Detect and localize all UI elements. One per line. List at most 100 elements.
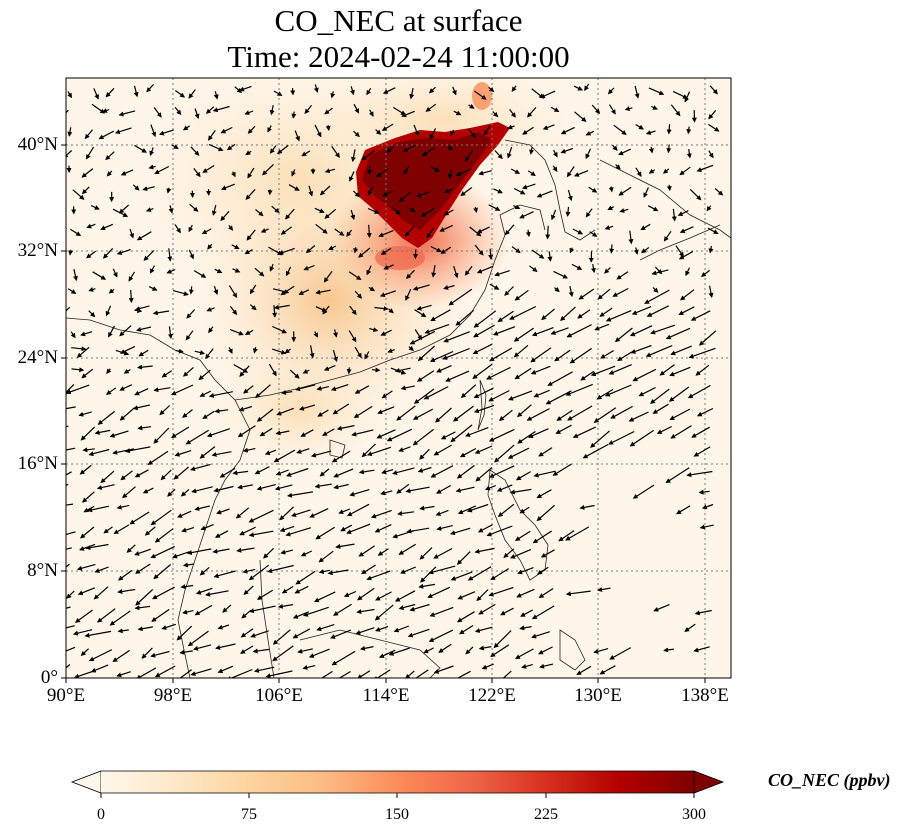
wind-vector — [116, 671, 131, 678]
wind-vector — [331, 450, 351, 463]
wind-vector — [264, 449, 277, 455]
wind-vector — [381, 469, 394, 475]
wind-vector — [134, 144, 147, 153]
wind-vector — [594, 323, 610, 331]
wind-vector — [72, 189, 85, 200]
wind-vector — [423, 386, 449, 400]
wind-vector — [676, 505, 691, 515]
wind-vector — [604, 384, 632, 397]
wind-vector — [94, 566, 109, 573]
wind-vector — [198, 369, 211, 381]
wind-vector — [80, 526, 95, 539]
wind-vector — [193, 644, 212, 651]
wind-vector — [604, 225, 614, 230]
wind-vector — [435, 509, 449, 516]
wind-vector — [226, 143, 236, 151]
wind-vector — [93, 586, 109, 600]
wind-vector — [442, 347, 470, 360]
wind-vector — [677, 210, 689, 216]
wind-vector — [263, 547, 275, 559]
x-tick-label: 114°E — [362, 685, 410, 706]
wind-vector — [338, 508, 351, 515]
wind-vector — [488, 390, 510, 402]
wind-vector — [386, 428, 412, 442]
wind-vector — [351, 149, 356, 163]
wind-vector — [96, 484, 115, 490]
wind-vector — [284, 348, 291, 354]
wind-vector — [686, 126, 692, 135]
wind-vector — [146, 83, 155, 93]
wind-vector — [105, 305, 112, 317]
wind-vector — [567, 405, 593, 421]
wind-vector — [675, 245, 684, 258]
wind-vector — [494, 444, 515, 463]
wind-vector — [314, 483, 332, 489]
x-tick-label: 122°E — [468, 685, 516, 706]
wind-vector — [194, 350, 206, 355]
wind-vector — [126, 544, 136, 553]
wind-vector — [286, 467, 309, 477]
wind-vector — [450, 424, 473, 443]
wind-vector — [708, 285, 714, 298]
colorbar-tick-label: 150 — [385, 806, 409, 823]
wind-vector — [151, 608, 170, 622]
wind-vector — [256, 589, 274, 600]
wind-vector — [628, 411, 649, 422]
wind-vector — [356, 608, 375, 615]
wind-vector — [379, 290, 396, 298]
wind-vector — [483, 125, 491, 136]
wind-vector — [138, 349, 149, 357]
wind-vector — [268, 363, 277, 377]
wind-vector — [333, 483, 349, 490]
wind-vector — [262, 163, 274, 176]
wind-vector — [86, 223, 96, 229]
wind-vector — [513, 187, 526, 195]
wind-vector — [531, 327, 554, 337]
wind-vector — [150, 509, 172, 526]
wind-vector — [478, 645, 492, 651]
wind-vector — [259, 427, 273, 437]
wind-vector — [391, 206, 401, 215]
wind-vector — [120, 470, 133, 481]
wind-vector — [474, 445, 493, 454]
wind-vector — [465, 646, 474, 655]
wind-vector — [509, 548, 532, 559]
wind-vector — [428, 629, 454, 642]
wind-vector — [314, 207, 325, 213]
wind-vector — [430, 465, 454, 478]
wind-vector — [161, 370, 173, 378]
wind-vector — [179, 649, 193, 655]
wind-vector — [134, 469, 149, 478]
wind-vector — [229, 328, 244, 336]
wind-vector — [269, 145, 277, 154]
wind-vector — [472, 363, 493, 379]
wind-vector — [154, 665, 176, 678]
wind-vector — [599, 665, 616, 675]
wind-vector — [67, 127, 73, 137]
wind-vector — [467, 128, 476, 138]
wind-vector — [383, 264, 394, 270]
wind-vector — [540, 549, 555, 558]
wind-vector — [194, 108, 200, 119]
wind-vector — [193, 168, 201, 178]
wind-vector — [280, 549, 294, 555]
wind-vector — [153, 387, 171, 393]
wind-vector — [688, 347, 716, 359]
wind-vector — [199, 566, 210, 576]
wind-vector — [322, 305, 330, 315]
wind-vector — [132, 184, 140, 191]
wind-vector — [207, 243, 213, 250]
wind-vector — [696, 164, 714, 172]
wind-vector — [167, 248, 173, 262]
wind-vector — [670, 425, 692, 439]
wind-vector — [84, 630, 112, 638]
wind-vector — [478, 603, 496, 615]
wind-vector — [714, 188, 724, 196]
wind-vector — [154, 528, 174, 543]
wind-vector — [684, 91, 691, 103]
wind-vector — [231, 171, 236, 178]
wind-vector — [237, 484, 253, 490]
wind-vector — [244, 249, 253, 255]
wind-vector — [193, 270, 207, 278]
wind-vector — [177, 510, 192, 518]
